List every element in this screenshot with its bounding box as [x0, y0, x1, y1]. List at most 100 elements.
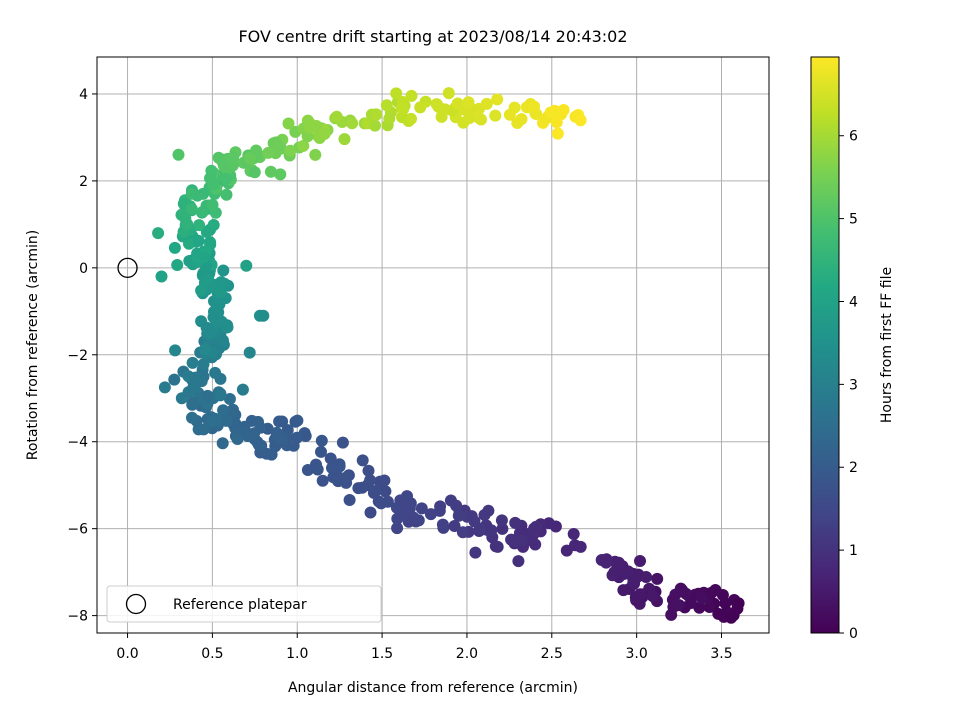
y-tick-label: 2 [79, 174, 88, 190]
scatter-point [574, 540, 587, 553]
scatter-point [186, 411, 198, 424]
scatter-point [282, 117, 295, 130]
scatter-point [448, 520, 461, 532]
y-tick-label: −6 [67, 522, 88, 538]
scatter-point [391, 512, 404, 525]
scatter-point [390, 501, 403, 514]
scatter-point [567, 528, 580, 540]
scatter-point [168, 373, 181, 386]
scatter-point [436, 518, 449, 531]
scatter-point [631, 570, 644, 583]
scatter-point [705, 586, 718, 599]
scatter-point [309, 148, 322, 161]
scatter-point [191, 189, 204, 202]
colorbar-tick-label: 3 [849, 377, 858, 393]
scatter-point [155, 270, 168, 283]
scatter-point [221, 321, 234, 334]
scatter-point [274, 168, 287, 181]
scatter-point [169, 344, 182, 357]
scatter-point [621, 567, 634, 579]
scatter-point [186, 396, 199, 409]
scatter-point [364, 506, 377, 519]
scatter-point [560, 544, 573, 557]
scatter-point [671, 599, 684, 612]
scatter-point [227, 151, 239, 164]
scatter-point [550, 116, 563, 129]
scatter-point [612, 556, 625, 569]
scatter-point [462, 96, 475, 109]
scatter-point [629, 591, 642, 604]
y-tick-label: 4 [79, 87, 88, 103]
y-tick-label: −8 [67, 609, 88, 625]
scatter-point [434, 500, 447, 513]
scatter-point [240, 259, 253, 272]
scatter-point [346, 117, 359, 130]
scatter-point [665, 608, 678, 621]
scatter-point [297, 139, 310, 152]
scatter-point [201, 389, 214, 402]
scatter-point [405, 112, 417, 125]
scatter-point [450, 499, 463, 512]
scatter-point [275, 432, 288, 445]
scatter-point [168, 241, 181, 254]
scatter-point [529, 538, 542, 551]
scatter-point [414, 101, 427, 114]
scatter-point [273, 415, 286, 428]
scatter-point [243, 346, 256, 359]
scatter-point [356, 454, 369, 467]
scatter-point [287, 439, 300, 452]
scatter-point [202, 273, 215, 286]
scatter-point [405, 89, 418, 102]
x-axis-label: Angular distance from reference (arcmin) [288, 680, 578, 696]
scatter-point [217, 404, 230, 417]
colorbar-tick-label: 1 [849, 543, 858, 559]
scatter-point [197, 358, 210, 371]
scatter-point [330, 110, 343, 123]
x-tick-label: 0.0 [116, 646, 138, 662]
scatter-point [214, 285, 227, 298]
scatter-point [549, 520, 562, 533]
scatter-point [231, 433, 244, 445]
scatter-point [383, 112, 396, 125]
scatter-point [195, 284, 208, 297]
legend[interactable]: Reference platepar [106, 585, 382, 623]
scatter-point [400, 505, 413, 518]
scatter-point [557, 104, 570, 116]
scatter-point [158, 381, 171, 394]
scatter-point [515, 534, 528, 547]
scatter-point [315, 434, 328, 447]
scatter-point [509, 516, 522, 529]
scatter-point [236, 383, 249, 396]
scatter-point [669, 588, 682, 601]
x-tick-label: 2.0 [456, 646, 478, 662]
scatter-point [475, 113, 487, 126]
x-tick-label: 3.5 [710, 646, 732, 662]
y-tick-label: −4 [67, 435, 88, 451]
colorbar-tick-label: 0 [849, 626, 858, 642]
scatter-point [495, 514, 508, 527]
scatter-point [152, 227, 165, 240]
scatter-point [197, 251, 210, 264]
scatter-point [171, 259, 184, 271]
scatter-point [489, 540, 502, 553]
x-tick-label: 1.0 [286, 646, 308, 662]
scatter-point [284, 144, 297, 157]
scatter-point [343, 494, 356, 506]
scatter-point [301, 464, 314, 476]
scatter-point [551, 127, 564, 140]
scatter-point [220, 172, 233, 185]
plot-frame [96, 56, 770, 634]
colorbar-tick-label: 4 [849, 294, 858, 310]
scatter-point [725, 611, 738, 624]
scatter-point [210, 315, 223, 328]
scatter-point [435, 110, 448, 123]
scatter-point [264, 165, 277, 178]
scatter-point [192, 234, 205, 247]
scatter-point [291, 414, 304, 427]
scatter-point [496, 522, 509, 535]
scatter-point [204, 172, 216, 185]
scatter-point [544, 106, 557, 119]
colorbar-label: Hours from first FF file [879, 267, 895, 423]
scatter-point [336, 436, 349, 449]
scatter-point [206, 415, 219, 428]
